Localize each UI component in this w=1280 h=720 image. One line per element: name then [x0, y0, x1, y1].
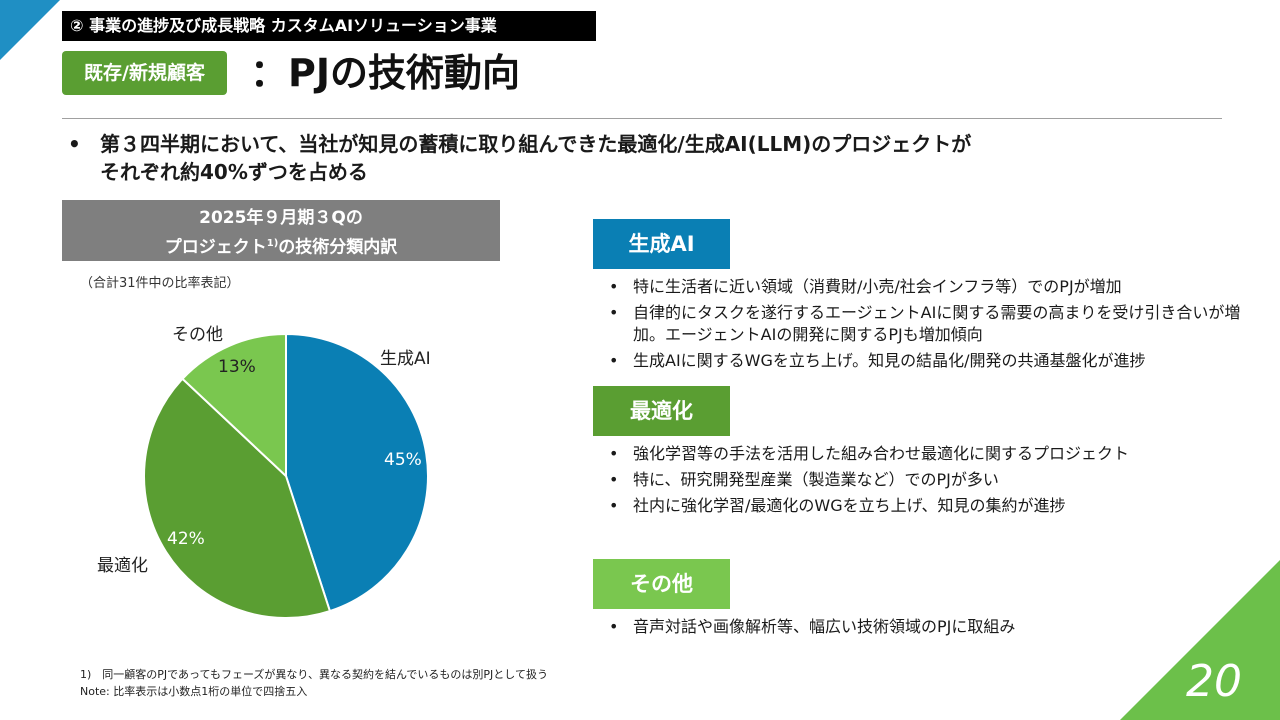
pie-label-other: その他 [172, 325, 223, 345]
page-number: 20 [1186, 656, 1242, 707]
other-bullets: 音声対話や画像解析等、幅広い技術領域のPJに取組み [601, 616, 1241, 642]
customer-badge: 既存/新規顧客 [62, 51, 227, 95]
lead-statement: • 第３四半期において、当社が知見の蓄積に取り組んできた最適化/生成AI(LLM… [68, 130, 1168, 186]
pie-label-genai: 生成AI [380, 349, 431, 369]
footnotes: 1) 同一顧客のPJであってもフェーズが異なり、異なる契約を結んでいるものは別P… [80, 666, 548, 700]
category-other: その他 [593, 559, 730, 609]
corner-accent-bottom-right [1120, 560, 1280, 720]
footnote-1: 1) 同一顧客のPJであってもフェーズが異なり、異なる契約を結んでいるものは別P… [80, 668, 548, 681]
list-item: 社内に強化学習/最適化のWGを立ち上げ、知見の集約が進捗 [601, 495, 1241, 517]
pie-pct-optimization: 42% [167, 529, 205, 549]
optimization-bullets: 強化学習等の手法を活用した組み合わせ最適化に関するプロジェクト 特に、研究開発型… [601, 443, 1241, 521]
pie-pct-genai: 45% [384, 450, 422, 470]
list-item: 生成AIに関するWGを立ち上げ。知見の結晶化/開発の共通基盤化が進捗 [601, 350, 1241, 372]
pie-slice-genai [285, 332, 429, 613]
page-title: ：PJの技術動向 [250, 51, 520, 95]
title-divider [62, 118, 1222, 119]
list-item: 自律的にタスクを遂行するエージェントAIに関する需要の高まりを受け引き合いが増加… [601, 302, 1241, 346]
list-item: 強化学習等の手法を活用した組み合わせ最適化に関するプロジェクト [601, 443, 1241, 465]
pie-label-optimization: 最適化 [97, 556, 148, 576]
list-item: 音声対話や画像解析等、幅広い技術領域のPJに取組み [601, 616, 1241, 638]
category-optimization: 最適化 [593, 386, 730, 436]
chart-header-line2b: の技術分類内訳 [278, 237, 398, 258]
list-item: 特に生活者に近い領域（消費財/小売/社会インフラ等）でのPJが増加 [601, 276, 1241, 298]
category-genai: 生成AI [593, 219, 730, 269]
genai-bullets: 特に生活者に近い領域（消費財/小売/社会インフラ等）でのPJが増加 自律的にタス… [601, 276, 1241, 376]
lead-text: 第３四半期において、当社が知見の蓄積に取り組んできた最適化/生成AI(LLM)の… [100, 132, 972, 184]
chart-header-line1: 2025年９月期３Qの [199, 208, 363, 228]
chart-header-line2: プロジェクト1)の技術分類内訳 [62, 231, 500, 261]
lead-bullet: • [68, 132, 81, 156]
list-item: 特に、研究開発型産業（製造業など）でのPJが多い [601, 469, 1241, 491]
corner-accent-top-left [0, 0, 60, 60]
pie-pct-other: 13% [218, 357, 256, 377]
pie-slice-optimization [143, 377, 332, 619]
pie-slice-other [181, 332, 287, 479]
footnote-ref: 1) [266, 238, 279, 249]
footnote-note: Note: 比率表示は小数点1桁の単位で四捨五入 [80, 685, 308, 698]
chart-header: 2025年９月期３Qの プロジェクト1)の技術分類内訳 [62, 200, 500, 261]
chart-header-line2a: プロジェクト [164, 237, 267, 258]
chart-note: （合計31件中の比率表記） [80, 276, 240, 291]
section-label: ② 事業の進捗及び成長戦略 カスタムAIソリューション事業 [62, 11, 596, 41]
